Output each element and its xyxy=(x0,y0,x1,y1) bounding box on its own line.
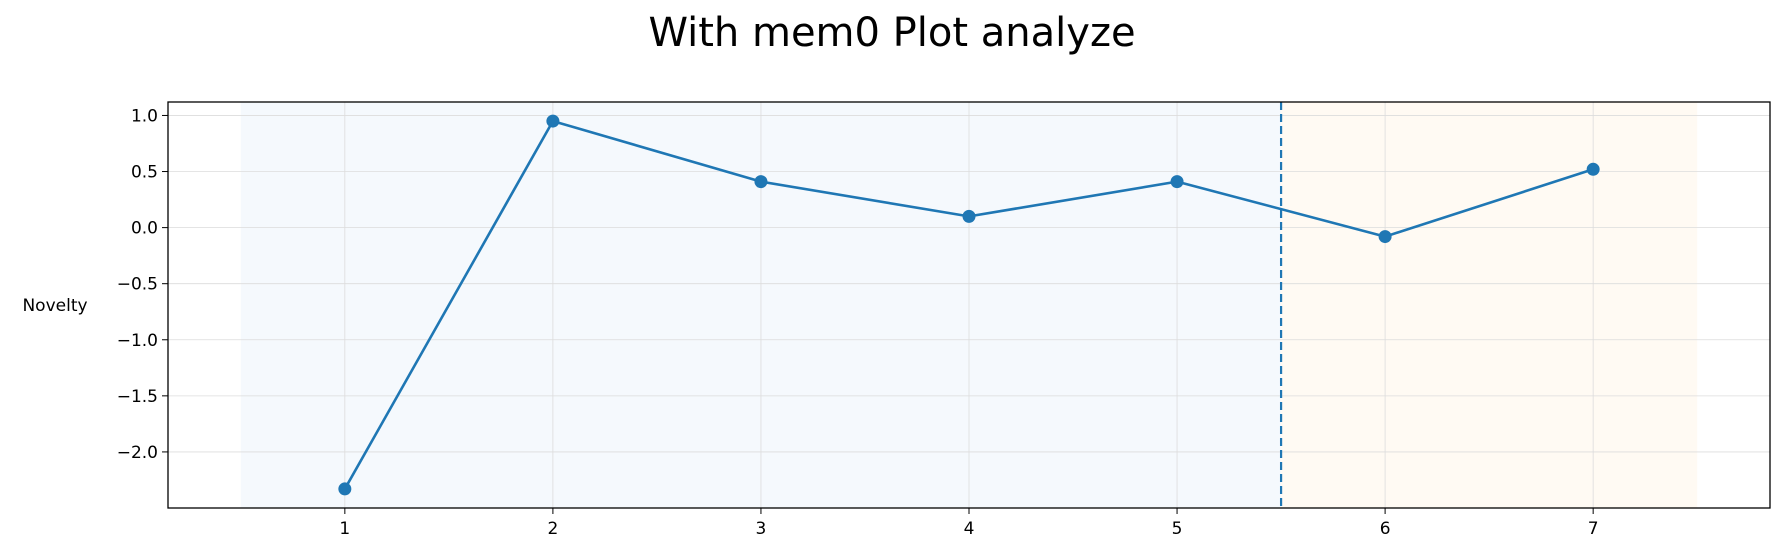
y-tick-label-2: 0.5 xyxy=(131,163,158,183)
x-tick-label-3: 3 xyxy=(756,519,767,539)
x-tick-label-7: 7 xyxy=(1588,519,1599,539)
y-tick-label-5: −1.0 xyxy=(117,331,158,351)
grid xyxy=(168,102,1770,508)
y-tick-label-1: 1.0 xyxy=(131,106,158,126)
x-tick-label-1: 1 xyxy=(339,519,350,539)
shaded-region-2 xyxy=(1281,102,1698,508)
data-point-4 xyxy=(962,209,976,223)
x-axis-ticks: 1 2 3 4 5 6 7 xyxy=(339,508,1599,539)
data-point-3 xyxy=(754,175,768,189)
data-point-1 xyxy=(338,482,352,496)
y-tick-label-4: −0.5 xyxy=(117,275,158,295)
data-point-6 xyxy=(1378,230,1392,244)
data-point-5 xyxy=(1170,175,1184,189)
y-tick-label-6: −1.5 xyxy=(117,387,158,407)
series xyxy=(338,114,1600,496)
y-axis-label: Novelty xyxy=(22,296,87,316)
x-tick-label-4: 4 xyxy=(964,519,975,539)
chart-title: With mem0 Plot analyze xyxy=(648,10,1135,56)
y-tick-label-7: −2.0 xyxy=(117,443,158,463)
x-tick-label-2: 2 xyxy=(547,519,558,539)
x-tick-label-6: 6 xyxy=(1380,519,1391,539)
data-point-7 xyxy=(1586,162,1600,176)
y-axis-ticks: 1.0 0.5 0.0 −0.5 −1.0 −1.5 −2.0 xyxy=(117,106,168,463)
y-tick-label-3: 0.0 xyxy=(131,219,158,239)
x-tick-label-5: 5 xyxy=(1172,519,1183,539)
data-point-2 xyxy=(546,114,560,128)
